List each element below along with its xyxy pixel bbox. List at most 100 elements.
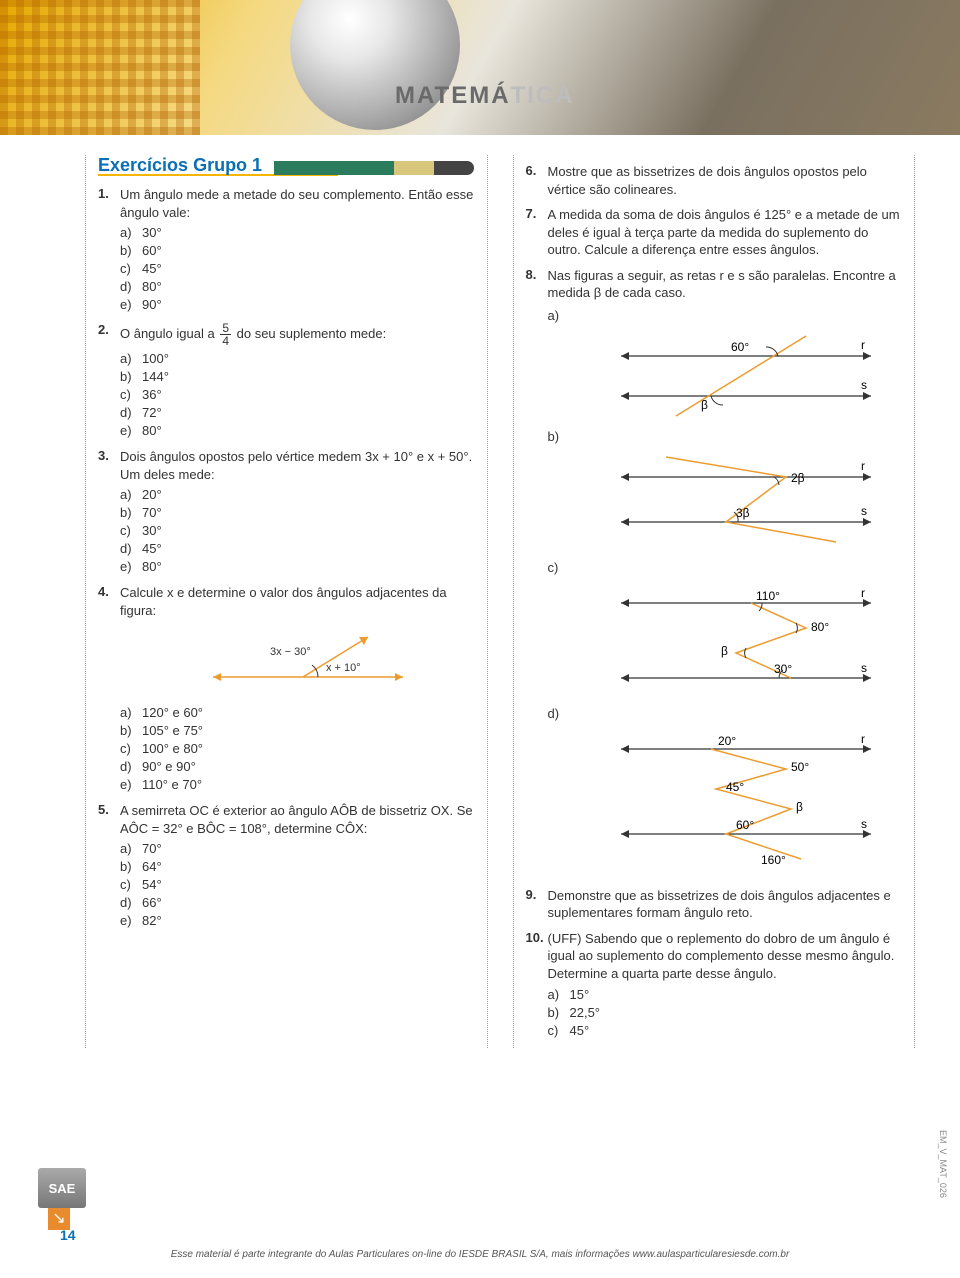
q10-options: a)15° b)22,5° c)45°	[548, 987, 903, 1038]
subject-left: MATEMÁ	[395, 82, 511, 109]
q-num: 1.	[98, 186, 120, 221]
section-header: Exercícios Grupo 1	[98, 155, 475, 176]
opt-b: b)60°	[120, 243, 475, 258]
svg-text:20°: 20°	[718, 734, 736, 748]
svg-text:β: β	[796, 800, 803, 814]
opt-e: e)82°	[120, 913, 475, 928]
q-text: Um ângulo mede a metade do seu complemen…	[120, 186, 475, 221]
q-text: Calcule x e determine o valor dos ângulo…	[120, 584, 475, 619]
svg-text:80°: 80°	[811, 620, 829, 634]
svg-text:30°: 30°	[774, 662, 792, 676]
q-num: 8.	[526, 267, 548, 302]
q8-sub-d: d)	[548, 706, 903, 721]
q-text: Nas figuras a seguir, as retas r e s são…	[548, 267, 903, 302]
svg-text:s: s	[861, 504, 867, 518]
opt-c: c)36°	[120, 387, 475, 402]
opt-e: e)80°	[120, 559, 475, 574]
right-column: 6. Mostre que as bissetrizes de dois âng…	[513, 155, 916, 1048]
svg-text:s: s	[861, 817, 867, 831]
subject-title: MATEMÁTICA	[395, 82, 575, 110]
svg-text:2β: 2β	[791, 471, 805, 485]
opt-d: d)90° e 90°	[120, 759, 475, 774]
svg-text:r: r	[861, 459, 865, 473]
question-7: 7. A medida da soma de dois ângulos é 12…	[526, 206, 903, 259]
q4-options: a)120° e 60° b)105° e 75° c)100° e 80° d…	[120, 705, 475, 792]
q8-sub-c: c)	[548, 560, 903, 575]
opt-b: b)64°	[120, 859, 475, 874]
question-5: 5. A semirreta OC é exterior ao ângulo A…	[98, 802, 475, 837]
q-num: 4.	[98, 584, 120, 619]
question-2: 2. O ângulo igual a 54 do seu suplemento…	[98, 322, 475, 347]
q-text: A medida da soma de dois ângulos é 125° …	[548, 206, 903, 259]
label-bot: x + 10°	[326, 662, 361, 674]
opt-d: d)66°	[120, 895, 475, 910]
opt-c: c)54°	[120, 877, 475, 892]
svg-text:50°: 50°	[791, 760, 809, 774]
opt-b: b)144°	[120, 369, 475, 384]
opt-d: d)72°	[120, 405, 475, 420]
q2-options: a)100° b)144° c)36° d)72° e)80°	[120, 351, 475, 438]
opt-c: c)100° e 80°	[120, 741, 475, 756]
q-text: Demonstre que as bissetrizes de dois âng…	[548, 887, 903, 922]
q8-diagram-d: 20° 50° 45° β 60° 160° r s	[616, 729, 903, 879]
page-banner: MATEMÁTICA	[0, 0, 960, 135]
label-top: 3x − 30°	[270, 646, 311, 658]
q8-diagram-c: 110° 80° β 30° r s	[616, 583, 903, 698]
q4-diagram: 3x − 30° x + 10°	[208, 627, 475, 697]
svg-text:110°: 110°	[756, 589, 780, 603]
question-10: 10. (UFF) Sabendo que o replemento do do…	[526, 930, 903, 983]
q8-sub-b: b)	[548, 429, 903, 444]
q-num: 10.	[526, 930, 548, 983]
svg-text:β: β	[701, 398, 708, 412]
svg-text:s: s	[861, 661, 867, 675]
opt-a: a)30°	[120, 225, 475, 240]
opt-b: b)70°	[120, 505, 475, 520]
svg-text:r: r	[861, 732, 865, 746]
page-number: 14	[60, 1227, 76, 1243]
subject-right: TICA	[511, 82, 575, 109]
question-8: 8. Nas figuras a seguir, as retas r e s …	[526, 267, 903, 302]
svg-text:r: r	[861, 586, 865, 600]
q-num: 5.	[98, 802, 120, 837]
q8-diagram-b: 2β 3β r s	[616, 452, 903, 552]
opt-d: d)80°	[120, 279, 475, 294]
opt-a: a)70°	[120, 841, 475, 856]
opt-e: e)90°	[120, 297, 475, 312]
q1-options: a)30° b)60° c)45° d)80° e)90°	[120, 225, 475, 312]
q-num: 2.	[98, 322, 120, 347]
question-3: 3. Dois ângulos opostos pelo vértice med…	[98, 448, 475, 483]
svg-text:45°: 45°	[726, 780, 744, 794]
question-6: 6. Mostre que as bissetrizes de dois âng…	[526, 163, 903, 198]
opt-c: c)45°	[548, 1023, 903, 1038]
opt-e: e)80°	[120, 423, 475, 438]
svg-text:s: s	[861, 378, 867, 392]
q-text: (UFF) Sabendo que o replemento do dobro …	[548, 930, 903, 983]
q-num: 9.	[526, 887, 548, 922]
svg-text:60°: 60°	[736, 818, 754, 832]
q5-options: a)70° b)64° c)54° d)66° e)82°	[120, 841, 475, 928]
svg-text:r: r	[861, 338, 865, 352]
q-text: Dois ângulos opostos pelo vértice medem …	[120, 448, 475, 483]
doc-code: EM_V_MAT_026	[938, 1130, 948, 1198]
fraction: 54	[220, 322, 231, 347]
footer-text: Esse material é parte integrante do Aula…	[0, 1249, 960, 1260]
section-title: Exercícios Grupo 1	[98, 155, 262, 175]
opt-a: a)100°	[120, 351, 475, 366]
question-9: 9. Demonstre que as bissetrizes de dois …	[526, 887, 903, 922]
svg-text:β: β	[721, 644, 728, 658]
opt-c: c)30°	[120, 523, 475, 538]
svg-text:60°: 60°	[731, 340, 749, 354]
q-text: O ângulo igual a 54 do seu suplemento me…	[120, 322, 475, 347]
opt-e: e)110° e 70°	[120, 777, 475, 792]
question-4: 4. Calcule x e determine o valor dos âng…	[98, 584, 475, 619]
left-column: Exercícios Grupo 1 1. Um ângulo mede a m…	[85, 155, 488, 1048]
q-text: A semirreta OC é exterior ao ângulo AÔB …	[120, 802, 475, 837]
q-num: 3.	[98, 448, 120, 483]
opt-d: d)45°	[120, 541, 475, 556]
opt-c: c)45°	[120, 261, 475, 276]
opt-a: a)15°	[548, 987, 903, 1002]
opt-b: b)22,5°	[548, 1005, 903, 1020]
opt-a: a)120° e 60°	[120, 705, 475, 720]
svg-text:160°: 160°	[761, 853, 786, 867]
opt-a: a)20°	[120, 487, 475, 502]
